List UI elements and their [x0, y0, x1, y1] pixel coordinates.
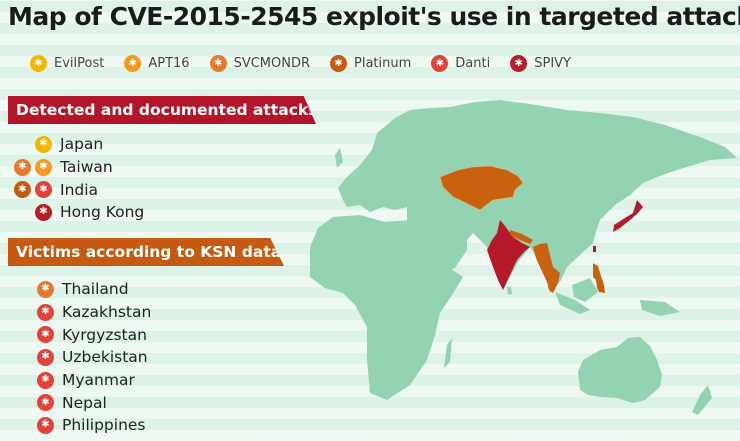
- group-icons: ✱: [10, 348, 54, 366]
- philippines-highlight: [593, 263, 605, 293]
- indonesia: [555, 292, 590, 314]
- country-name: Japan: [60, 135, 104, 154]
- bug-icon: ✱: [124, 55, 142, 72]
- country-item: ✱ Kazakhstan: [10, 301, 151, 324]
- legend-item: ✱ SPIVY: [510, 55, 571, 72]
- japan-highlight: [613, 200, 643, 232]
- page-title: Map of CVE-2015-2545 exploit's use in ta…: [8, 2, 740, 31]
- bug-icon: ✱: [37, 371, 54, 389]
- country-name: Myanmar: [62, 371, 135, 390]
- victims-ksn-heading: Victims according to KSN data: [8, 238, 284, 266]
- legend-item: ✱ SVCMONDR: [209, 55, 311, 72]
- group-icons: ✱ ✱: [8, 158, 52, 176]
- victims-list: ✱ Thailand ✱ Kazakhstan ✱ Kyrgyzstan ✱ Uzbekist…: [10, 278, 151, 437]
- bug-icon: ✱: [35, 203, 52, 221]
- central-asia-highlight: [439, 165, 524, 211]
- bug-icon: ✱: [35, 181, 52, 199]
- group-icons: ✱: [10, 394, 54, 412]
- country-item: ✱ ✱ India: [8, 178, 144, 201]
- nepal-highlight: [510, 230, 533, 244]
- bug-icon: ✱: [37, 326, 54, 344]
- group-icons: ✱: [8, 203, 52, 221]
- bug-icon: ✱: [37, 280, 54, 298]
- country-name: Hong Kong: [60, 203, 145, 222]
- india-highlight: [487, 220, 530, 290]
- new-guinea: [640, 300, 680, 316]
- group-icons: ✱: [10, 326, 54, 344]
- bug-icon: ✱: [330, 55, 348, 72]
- country-item: ✱ ✱ Taiwan: [8, 156, 144, 179]
- detected-attacks-list: ✱ Japan ✱ ✱ Taiwan ✱ ✱ India ✱ Hong Kong: [8, 133, 144, 224]
- bug-icon: ✱: [35, 135, 52, 153]
- country-item: ✱ Thailand: [10, 278, 151, 301]
- bug-icon: ✱: [510, 55, 528, 72]
- eurasia: [338, 100, 737, 293]
- country-name: Kazakhstan: [62, 303, 152, 322]
- bug-icon: ✱: [209, 55, 227, 72]
- new-zealand: [692, 385, 712, 415]
- legend-label: EvilPost: [54, 56, 105, 71]
- country-name: Nepal: [62, 393, 107, 412]
- legend-label: Platinum: [354, 56, 412, 71]
- bug-icon: ✱: [37, 348, 54, 366]
- bug-icon: ✱: [30, 55, 47, 72]
- australia: [578, 337, 662, 403]
- country-item: ✱ Nepal: [10, 391, 151, 414]
- legend-item: ✱ Danti: [431, 55, 490, 72]
- legend: ✱ EvilPost ✱ APT16 ✱ SVCMONDR ✱ Platinum ✱ Danti ✱…: [30, 55, 571, 72]
- group-icons: ✱: [8, 135, 52, 153]
- country-item: ✱ Uzbekistan: [10, 346, 151, 369]
- bug-icon: ✱: [14, 181, 31, 199]
- group-icons: ✱: [10, 371, 54, 389]
- myanmar-thailand-highlight: [533, 243, 560, 293]
- country-item: ✱ Myanmar: [10, 369, 151, 392]
- uk: [335, 148, 343, 168]
- bug-icon: ✱: [37, 394, 54, 412]
- bug-icon: ✱: [431, 55, 449, 72]
- bug-icon: ✱: [37, 303, 54, 321]
- country-name: Uzbekistan: [62, 348, 148, 367]
- country-item: ✱ Hong Kong: [8, 201, 144, 224]
- bug-icon: ✱: [37, 416, 54, 434]
- group-icons: ✱ ✱: [8, 181, 52, 199]
- legend-item: ✱ APT16: [124, 55, 190, 72]
- sri-lanka: [507, 286, 512, 295]
- country-item: ✱ Philippines: [10, 414, 151, 437]
- legend-label: Danti: [455, 56, 491, 71]
- detected-attacks-heading: Detected and documented attacks: [8, 96, 316, 124]
- legend-label: APT16: [148, 56, 190, 71]
- legend-label: SVCMONDR: [233, 56, 311, 71]
- bug-icon: ✱: [14, 158, 31, 176]
- group-icons: ✱: [10, 303, 54, 321]
- country-item: ✱ Japan: [8, 133, 144, 156]
- country-item: ✱ Kyrgyzstan: [10, 323, 151, 346]
- country-name: Kyrgyzstan: [62, 325, 147, 344]
- land-masses: [310, 100, 737, 415]
- country-name: Thailand: [62, 280, 129, 299]
- country-name: Philippines: [62, 416, 146, 435]
- group-icons: ✱: [10, 280, 54, 298]
- bug-icon: ✱: [35, 158, 52, 176]
- madagascar: [444, 338, 452, 368]
- country-name: Taiwan: [60, 158, 113, 177]
- borneo: [572, 278, 598, 302]
- legend-item: ✱ EvilPost: [30, 55, 104, 72]
- group-icons: ✱: [10, 416, 54, 434]
- africa: [310, 215, 463, 400]
- legend-item: ✱ Platinum: [330, 55, 411, 72]
- legend-label: SPIVY: [534, 56, 571, 71]
- country-name: India: [60, 180, 99, 199]
- taiwan-highlight: [593, 246, 596, 252]
